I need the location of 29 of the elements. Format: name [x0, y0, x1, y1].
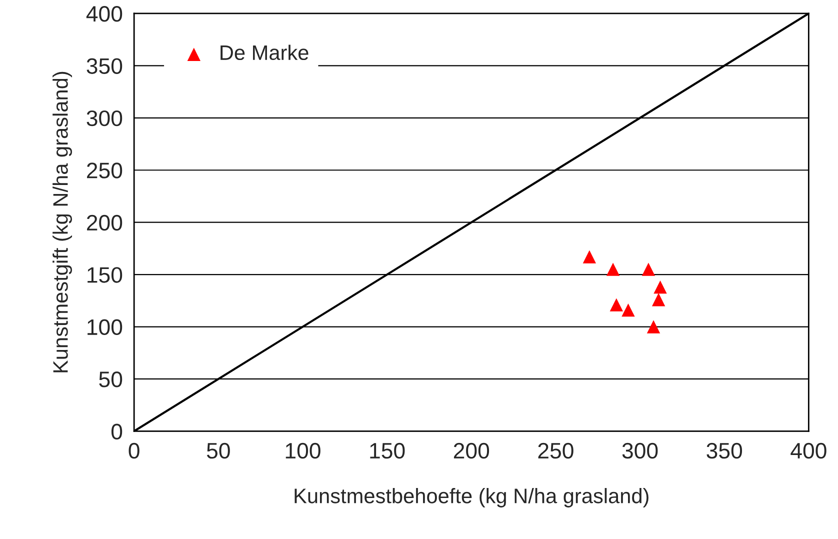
y-axis-title: Kunstmestgift (kg N/ha grasland)	[52, 72, 72, 372]
x-axis-title: Kunstmestbehoefte (kg N/ha grasland)	[294, 488, 648, 508]
y-tick-label: 50	[99, 372, 122, 388]
x-tick-label: 100	[286, 442, 320, 459]
y-tick-label: 200	[87, 214, 122, 231]
point	[582, 250, 596, 264]
y-tick-label: 250	[87, 162, 122, 178]
x-tick-label: 250	[538, 442, 574, 459]
point	[654, 280, 667, 294]
point	[646, 320, 660, 334]
y-tick-label: 300	[86, 110, 122, 126]
y-tick-label: 400	[86, 6, 122, 22]
x-tick-label: 350	[706, 442, 742, 459]
x-tick-label: 0	[128, 442, 140, 459]
x-tick-label: 400	[790, 442, 826, 459]
y-tick-label: 100	[88, 319, 122, 336]
point	[610, 298, 623, 312]
y-tick-label: 150	[88, 267, 122, 283]
y-tick-label: 350	[86, 58, 122, 74]
point	[642, 262, 656, 276]
point	[622, 303, 635, 317]
point	[606, 262, 620, 276]
x-tick-label: 50	[206, 442, 230, 459]
y-tick-label: 0	[111, 424, 122, 440]
point	[652, 293, 666, 306]
x-tick-label: 300	[622, 442, 658, 459]
x-tick-label: 200	[454, 442, 490, 459]
x-tick-label: 150	[370, 442, 405, 459]
legend-label: De Marke	[220, 44, 308, 60]
